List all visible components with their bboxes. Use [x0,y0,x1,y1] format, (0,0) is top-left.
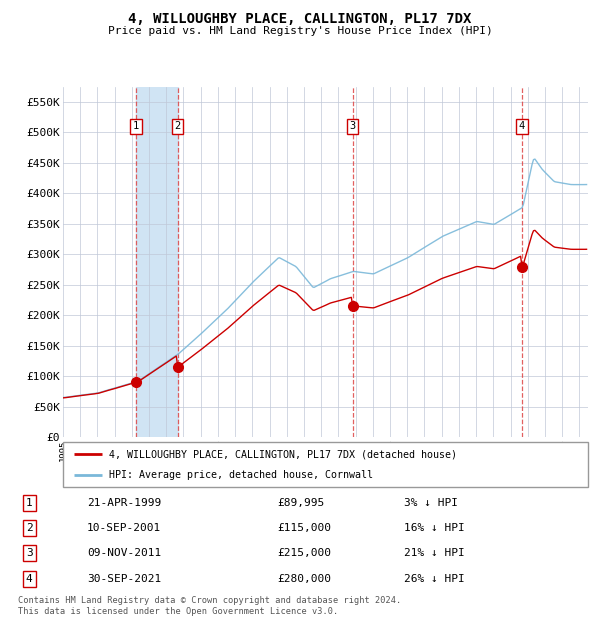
Text: 3: 3 [26,548,32,558]
Text: 3% ↓ HPI: 3% ↓ HPI [404,498,458,508]
Text: 26% ↓ HPI: 26% ↓ HPI [404,574,464,584]
Text: 4: 4 [519,122,525,131]
Text: £280,000: £280,000 [277,574,331,584]
Text: 21-APR-1999: 21-APR-1999 [87,498,161,508]
Text: Price paid vs. HM Land Registry's House Price Index (HPI): Price paid vs. HM Land Registry's House … [107,26,493,36]
Text: 2: 2 [26,523,32,533]
Text: £215,000: £215,000 [277,548,331,558]
Text: 09-NOV-2011: 09-NOV-2011 [87,548,161,558]
Bar [136,87,178,437]
Text: 1: 1 [26,498,32,508]
Text: 10-SEP-2001: 10-SEP-2001 [87,523,161,533]
Text: 30-SEP-2021: 30-SEP-2021 [87,574,161,584]
Text: 1: 1 [133,122,139,131]
Text: 16% ↓ HPI: 16% ↓ HPI [404,523,464,533]
Text: Contains HM Land Registry data © Crown copyright and database right 2024.
This d: Contains HM Land Registry data © Crown c… [18,596,401,616]
Text: 21% ↓ HPI: 21% ↓ HPI [404,548,464,558]
FancyBboxPatch shape [63,442,588,487]
Text: 4, WILLOUGHBY PLACE, CALLINGTON, PL17 7DX: 4, WILLOUGHBY PLACE, CALLINGTON, PL17 7D… [128,12,472,27]
Text: £115,000: £115,000 [277,523,331,533]
Text: 4: 4 [26,574,32,584]
Text: 2: 2 [175,122,181,131]
Text: £89,995: £89,995 [277,498,324,508]
Text: 3: 3 [350,122,356,131]
Text: HPI: Average price, detached house, Cornwall: HPI: Average price, detached house, Corn… [109,469,373,480]
Text: 4, WILLOUGHBY PLACE, CALLINGTON, PL17 7DX (detached house): 4, WILLOUGHBY PLACE, CALLINGTON, PL17 7D… [109,449,457,459]
